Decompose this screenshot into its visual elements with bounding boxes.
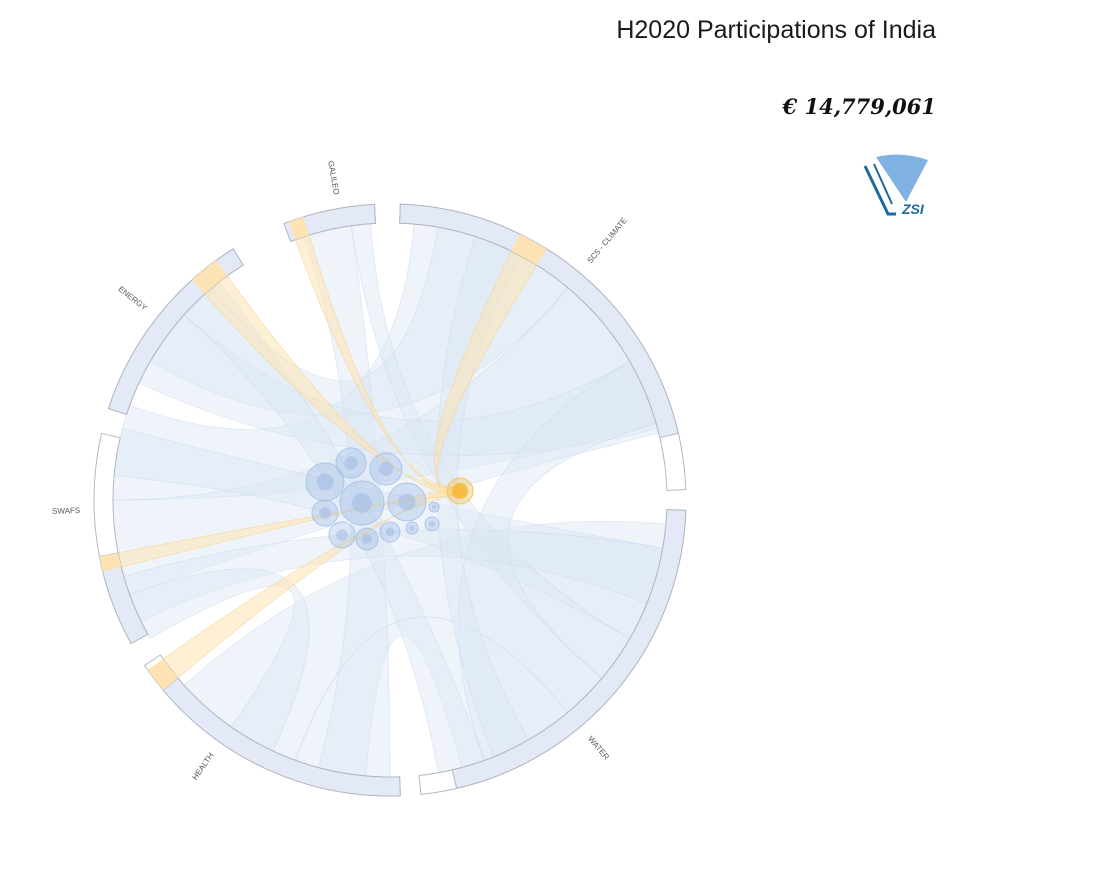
segment-highlight-0 (288, 216, 310, 240)
ribbon-5 (113, 427, 664, 640)
bubble-core-1 (378, 461, 394, 477)
bubble-core-4 (398, 493, 416, 511)
segment-highlight-1 (511, 233, 547, 266)
segment-arc-5 (107, 248, 244, 416)
segment-label-2: WATER (586, 734, 611, 761)
segment-label-4: SWAFS (52, 506, 80, 516)
logo-inner-stroke (873, 163, 893, 205)
funding-total: € 14,779,061 (782, 94, 936, 119)
segment-label-1: SC5 - CLIMATE (586, 216, 629, 265)
segment-highlight-3 (147, 658, 178, 691)
country-node-core (452, 483, 468, 499)
node-layer (305, 447, 474, 551)
segment-arc-4 (98, 552, 149, 645)
logo-stroke (863, 165, 896, 216)
logo-wedge (876, 154, 928, 202)
page-title: H2020 Participations of India (616, 16, 936, 44)
segment-label-3: HEALTH (190, 751, 215, 782)
segment-highlight-4 (99, 552, 122, 572)
zsi-logo-icon: ZSI (863, 154, 928, 217)
logo-text: ZSI (901, 201, 925, 217)
segment-layer (93, 203, 687, 797)
segment-highlight-5 (191, 260, 228, 295)
bubble-core-9 (431, 504, 437, 510)
bubble-core-6 (336, 529, 348, 541)
segment-arc-2 (451, 509, 687, 790)
bubble-core-2 (316, 473, 334, 491)
bubble-core-8 (385, 527, 395, 537)
ribbon-11 (129, 568, 310, 752)
segment-arc-3 (162, 677, 401, 797)
bubble-core-0 (344, 456, 358, 470)
bubble-core-5 (319, 507, 331, 519)
bubble-core-11 (409, 525, 415, 531)
segment-label-0: GALILEO (326, 160, 341, 195)
bubble-core-3 (352, 493, 372, 513)
bubble-core-10 (428, 520, 436, 528)
bubble-core-7 (362, 534, 372, 544)
segment-label-5: ENERGY (117, 284, 150, 312)
